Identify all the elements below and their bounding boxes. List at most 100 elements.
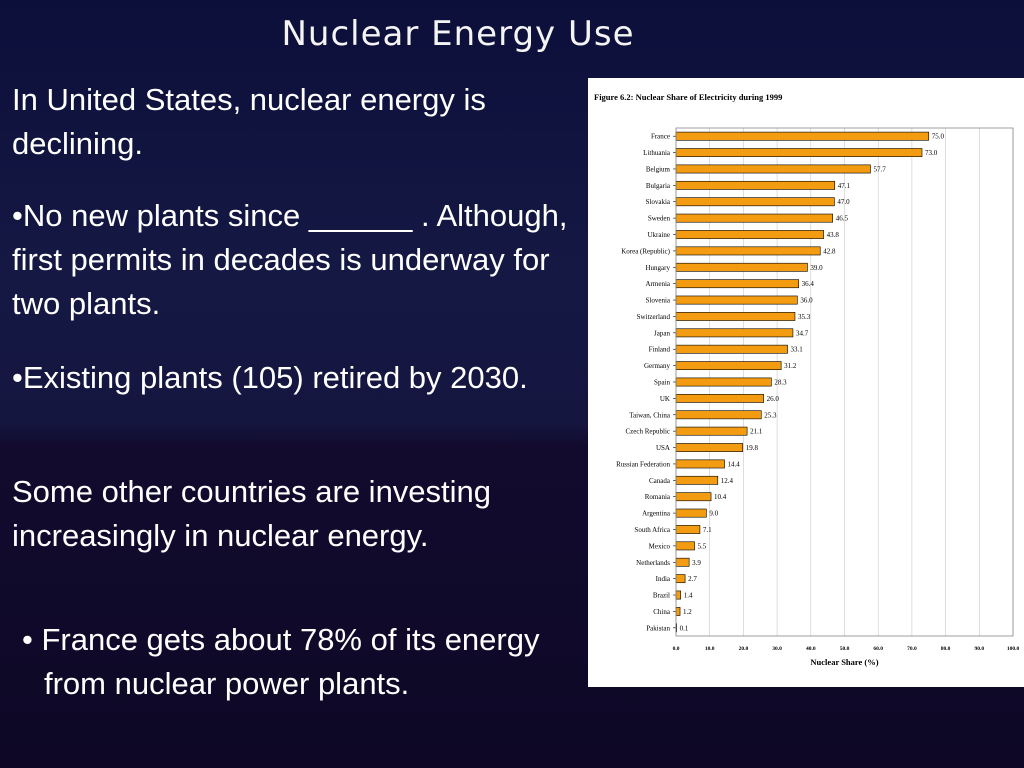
value-label: 26.0	[767, 395, 780, 403]
x-tick-label: 0.0	[673, 646, 680, 652]
category-label: Lithuania	[643, 149, 671, 157]
bar	[675, 525, 701, 534]
value-label: 14.4	[728, 460, 741, 468]
value-label: 9.0	[709, 510, 718, 518]
category-label: Hungary	[646, 264, 671, 272]
category-label: Spain	[654, 379, 670, 387]
value-label: 12.4	[721, 477, 734, 485]
bar	[675, 262, 808, 272]
category-label: Pakistan	[646, 624, 670, 632]
value-labels: 75.0 73.0 57.7 47.1 47.0 46.5 43.8 42.8 39.0 36.4…	[680, 133, 945, 633]
category-label: Czech Republic	[625, 428, 670, 436]
category-label: Finland	[649, 346, 671, 354]
value-label: 57.7	[873, 165, 886, 173]
x-tick-label: 80.0	[941, 646, 951, 652]
bar	[675, 230, 824, 239]
category-label: Switzerland	[637, 313, 671, 321]
value-label: 31.2	[784, 362, 797, 370]
x-tick-label: 30.0	[772, 646, 782, 652]
value-label: 47.1	[838, 182, 851, 190]
bar	[675, 426, 748, 436]
bullet-plants-retired: •Existing plants (105) retired by 2030.	[12, 360, 528, 395]
value-label: 75.0	[932, 133, 945, 141]
bar	[675, 295, 798, 305]
plot-frame	[675, 127, 1014, 637]
bar	[675, 180, 836, 190]
value-label: 2.7	[688, 575, 697, 583]
slide-title: Nuclear Energy Use	[281, 14, 635, 54]
bar	[675, 590, 682, 600]
category-label: UK	[660, 395, 670, 403]
x-tick-label: 90.0	[974, 646, 984, 652]
x-tick-label: 70.0	[907, 646, 917, 652]
category-label: Netherlands	[636, 559, 670, 567]
value-label: 43.8	[827, 231, 840, 239]
value-label: 47.0	[837, 198, 850, 206]
value-label: 34.7	[796, 329, 809, 337]
value-label: 36.0	[800, 297, 813, 305]
category-label: Argentina	[642, 510, 671, 518]
bar	[675, 344, 788, 354]
bar	[675, 541, 695, 551]
value-label: 19.8	[746, 444, 759, 452]
category-label: Sweden	[648, 215, 671, 223]
bar	[675, 213, 834, 223]
bar	[675, 377, 772, 387]
value-label: 28.3	[774, 379, 787, 387]
x-tick-label: 10.0	[705, 646, 715, 652]
category-label: China	[653, 608, 671, 616]
bar	[675, 459, 725, 469]
bar	[675, 279, 799, 289]
category-label: Mexico	[649, 542, 671, 550]
value-label: 42.8	[823, 247, 836, 255]
x-tick-label: 100.0	[1007, 646, 1020, 652]
category-label: Japan	[654, 329, 670, 337]
bar	[675, 475, 719, 485]
bar	[675, 443, 744, 452]
category-label: Germany	[644, 362, 671, 370]
chart-title: Figure 6.2: Nuclear Share of Electricity…	[594, 92, 782, 102]
category-label: Korea (Republic)	[621, 247, 670, 255]
bar	[675, 148, 923, 157]
value-label: 3.9	[692, 559, 701, 567]
bar	[675, 557, 690, 567]
value-label: 25.3	[764, 411, 777, 419]
bar	[675, 492, 712, 502]
x-tick-label: 20.0	[739, 646, 749, 652]
bar	[675, 607, 681, 616]
bar	[675, 131, 930, 141]
bar	[675, 164, 871, 174]
bar	[675, 574, 686, 584]
bar	[675, 361, 782, 371]
category-label: Romania	[645, 493, 671, 501]
value-label: 1.2	[683, 608, 692, 616]
bar	[675, 197, 835, 207]
value-label: 33.1	[791, 346, 804, 354]
x-tick-label: 50.0	[840, 646, 850, 652]
category-label: Russian Federation	[616, 460, 670, 468]
value-label: 73.0	[925, 149, 938, 157]
bar	[675, 312, 796, 321]
value-label: 0.1	[680, 624, 689, 632]
category-label: France	[651, 133, 670, 141]
value-label: 39.0	[810, 264, 823, 272]
category-labels: France Lithuania Belgium Bulgaria Slovakia Sw…	[616, 133, 671, 633]
category-label: Armenia	[646, 280, 671, 288]
bar	[675, 393, 764, 403]
value-label: 7.1	[703, 526, 712, 534]
bar	[675, 328, 794, 338]
category-label: Bulgaria	[646, 182, 671, 190]
category-label: Canada	[649, 477, 671, 485]
x-tick-label: 60.0	[873, 646, 883, 652]
value-label: 35.3	[798, 313, 811, 321]
bullet-france: • France gets about 78% of its energy fr…	[22, 622, 540, 701]
x-axis-label: Nuclear Share (%)	[810, 657, 878, 667]
value-label: 1.4	[684, 592, 693, 600]
value-label: 5.5	[698, 542, 707, 550]
category-label: USA	[656, 444, 670, 452]
value-label: 21.1	[750, 428, 763, 436]
x-tick-labels: 0.0 10.0 20.0 30.0 40.0 50.0 60.0 70.0 80.0 90.0 1…	[673, 646, 1020, 652]
value-label: 46.5	[836, 215, 849, 223]
bars	[675, 131, 930, 633]
bar	[675, 410, 762, 420]
